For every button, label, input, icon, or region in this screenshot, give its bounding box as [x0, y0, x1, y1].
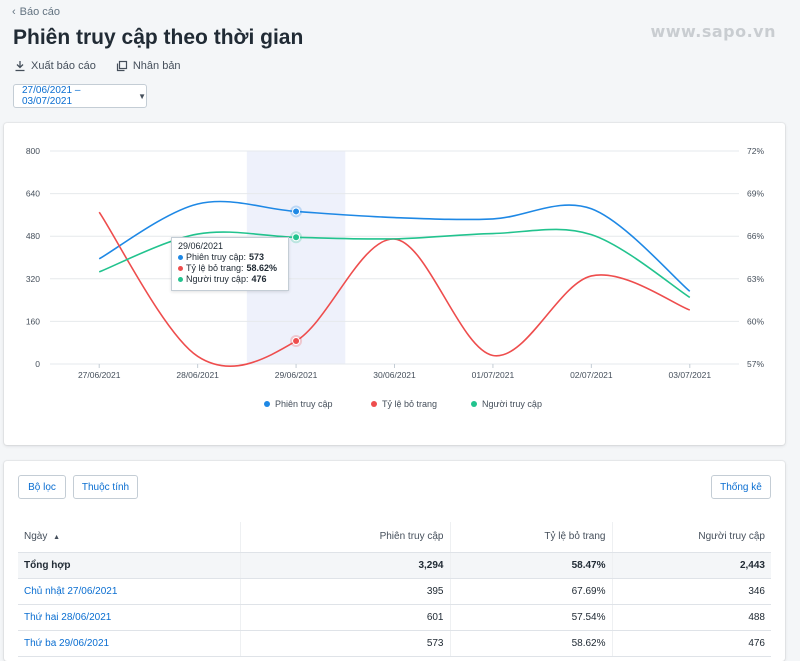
export-report-button[interactable]: Xuất báo cáo: [14, 60, 96, 72]
tooltip-date: 29/06/2021: [178, 241, 224, 251]
y-right-tick-label: 63%: [747, 274, 764, 284]
table-row: Thứ hai 28/06/2021 601 57.54% 488: [18, 604, 771, 631]
x-tick-label: 30/06/2021: [373, 370, 416, 380]
visitors-line: [98, 228, 691, 299]
sessions-line: [98, 200, 691, 292]
sort-up-icon: ▲: [53, 534, 61, 542]
row-date-link[interactable]: Chủ nhật 27/06/2021: [18, 578, 241, 605]
row-visitors: 346: [612, 578, 771, 605]
legend-visitors-marker: [471, 401, 477, 407]
sessions-line-hover-point: [292, 207, 301, 216]
x-tick-label: 03/07/2021: [669, 370, 712, 380]
back-link[interactable]: ‹ Báo cáo: [12, 6, 60, 18]
y-left-tick-label: 640: [26, 189, 40, 199]
chart-card: 0 57% 160 60% 320 63% 480 66% 640 69% 800 72% 27/06/…: [4, 123, 785, 445]
chevron-left-icon: ‹: [12, 6, 16, 18]
tooltip-row-visitors: Người truy cập: 476: [178, 274, 282, 285]
legend-bounce-rate-label: Tỷ lệ bỏ trang: [382, 399, 437, 409]
y-right-tick-label: 57%: [747, 359, 764, 369]
download-icon: [15, 61, 25, 72]
bounce-rate-line-hover-point: [292, 336, 301, 345]
legend-sessions-label: Phiên truy cập: [275, 399, 333, 409]
total-label: Tổng hợp: [18, 552, 241, 579]
duplicate-button[interactable]: Nhân bản: [116, 60, 181, 72]
row-bounce-rate: 57.54%: [450, 604, 613, 631]
row-sessions: 395: [240, 578, 451, 605]
chart-tooltip: 29/06/2021 Phiên truy cập: 573 Tỷ lệ bỏ …: [171, 237, 289, 291]
date-range-picker[interactable]: 27/06/2021 – 03/07/2021 ▼: [13, 84, 147, 108]
row-visitors: 488: [612, 604, 771, 631]
column-date[interactable]: Ngày ▲: [18, 522, 241, 553]
row-date-link[interactable]: Thứ hai 28/06/2021: [18, 604, 241, 631]
row-bounce-rate: 58.62%: [450, 630, 613, 657]
y-right-tick-label: 69%: [747, 189, 764, 199]
visitors-line-hover-point: [292, 233, 301, 242]
x-tick-label: 29/06/2021: [275, 370, 318, 380]
y-left-tick-label: 0: [35, 359, 40, 369]
row-sessions: 573: [240, 630, 451, 657]
sessions-chart: 0 57% 160 60% 320 63% 480 66% 640 69% 800 72% 27/06/…: [26, 146, 765, 409]
total-bounce-rate: 58.47%: [450, 552, 613, 579]
x-tick-label: 27/06/2021: [78, 370, 121, 380]
y-left-tick-label: 800: [26, 146, 40, 156]
back-label: Báo cáo: [19, 6, 61, 18]
filter-button[interactable]: Bộ lọc: [18, 475, 66, 499]
column-visitors[interactable]: Người truy cập: [612, 522, 771, 553]
table-header-row: Ngày ▲ Phiên truy cập Tỷ lệ bỏ trang Ngư…: [18, 522, 771, 553]
page-title: Phiên truy cập theo thời gian: [13, 26, 304, 49]
report-table: Ngày ▲ Phiên truy cập Tỷ lệ bỏ trang Ngư…: [18, 522, 771, 657]
row-date-link[interactable]: Thứ ba 29/06/2021: [18, 630, 241, 657]
row-sessions: 601: [240, 604, 451, 631]
page-actions: Xuất báo cáo Nhân bản: [14, 60, 181, 72]
attribute-button[interactable]: Thuộc tính: [73, 475, 138, 499]
x-tick-label: 28/06/2021: [176, 370, 219, 380]
y-left-tick-label: 160: [26, 316, 40, 326]
row-visitors: 476: [612, 630, 771, 657]
y-right-tick-label: 66%: [747, 231, 764, 241]
total-visitors: 2,443: [612, 552, 771, 579]
y-right-tick-label: 72%: [747, 146, 764, 156]
legend-visitors-label: Người truy cập: [482, 399, 542, 409]
table-row: Thứ ba 29/06/2021 573 58.62% 476: [18, 630, 771, 657]
statistics-button[interactable]: Thống kê: [711, 475, 771, 499]
y-left-tick-label: 480: [26, 231, 40, 241]
bounce-dot-icon: [178, 266, 183, 271]
tooltip-row-bounce: Tỷ lệ bỏ trang: 58.62%: [178, 263, 282, 274]
x-tick-label: 02/07/2021: [570, 370, 613, 380]
legend-bounce-rate-marker: [371, 401, 377, 407]
x-tick-label: 01/07/2021: [472, 370, 515, 380]
column-sessions[interactable]: Phiên truy cập: [240, 522, 451, 553]
duplicate-icon: [116, 60, 127, 72]
table-row: Chủ nhật 27/06/2021 395 67.69% 346: [18, 578, 771, 605]
legend-sessions-marker: [264, 401, 270, 407]
y-left-tick-label: 320: [26, 274, 40, 284]
column-bounce-rate[interactable]: Tỷ lệ bỏ trang: [450, 522, 613, 553]
tooltip-row-sessions: Phiên truy cập: 573: [178, 252, 282, 263]
visitors-dot-icon: [178, 277, 183, 282]
date-range-value: 27/06/2021 – 03/07/2021: [22, 85, 81, 107]
row-bounce-rate: 67.69%: [450, 578, 613, 605]
table-card: Bộ lọc Thuộc tính Thống kê Ngày ▲ Phiên …: [4, 461, 785, 661]
caret-down-icon: ▼: [138, 91, 146, 101]
sessions-dot-icon: [178, 255, 183, 260]
y-right-tick-label: 60%: [747, 316, 764, 326]
table-total-row: Tổng hợp 3,294 58.47% 2,443: [18, 552, 771, 579]
total-sessions: 3,294: [240, 552, 451, 579]
watermark: www.sapo.vn: [650, 22, 776, 41]
